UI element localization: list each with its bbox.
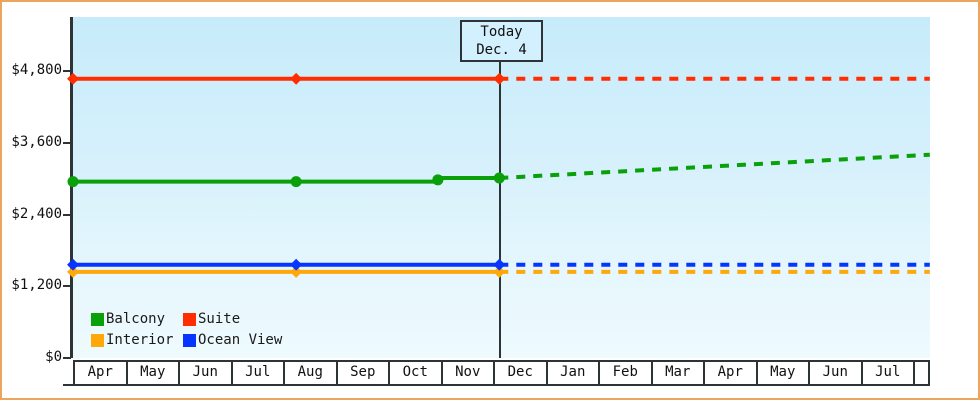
y-tick-label: $4,800 [11, 62, 62, 78]
month-cell-empty [913, 362, 930, 384]
legend-item-balcony: Balcony [91, 311, 183, 327]
month-label: Jun [808, 362, 861, 384]
today-label-line2: Dec. 4 [476, 42, 527, 58]
month-label: May [125, 362, 179, 384]
month-label: Sep [335, 362, 389, 384]
legend-item-interior: Interior [91, 332, 183, 348]
x-axis-months: Apr May Jun Jul Aug Sep Oct Nov Dec Jan Feb Mar Apr M… [73, 360, 930, 386]
month-label: Jan [545, 362, 599, 384]
y-axis-line [70, 17, 73, 358]
today-label-line1: Today [480, 24, 523, 40]
month-label: Aug [283, 362, 336, 384]
y-tick-mark [63, 70, 71, 72]
month-label: Jun [178, 362, 231, 384]
legend: Balcony Suite Interior Ocean View [91, 311, 282, 348]
legend-item-suite: Suite [183, 311, 282, 327]
legend-label: Suite [198, 311, 241, 327]
month-label: Mar [650, 362, 704, 384]
y-tick-label: $0 [45, 349, 62, 365]
interior-swatch-icon [91, 333, 104, 347]
today-label-box: Today Dec. 4 [460, 20, 543, 62]
y-tick-label: $1,200 [11, 277, 62, 294]
month-label: Nov [440, 362, 494, 384]
legend-label: Ocean View [198, 332, 283, 348]
today-vertical-line [499, 59, 501, 358]
y-tick-label: $2,400 [11, 205, 62, 222]
legend-label: Balcony [106, 311, 166, 327]
y-tick-mark [63, 141, 71, 144]
month-label: Dec [493, 362, 546, 384]
month-label: Oct [388, 362, 441, 384]
month-label: Jul [230, 362, 284, 384]
y-tick-mark [63, 213, 71, 216]
balcony-swatch-icon [91, 312, 104, 326]
x-axis-bottom-extension [63, 384, 75, 386]
y-tick-mark [63, 357, 71, 359]
legend-item-ocean-view: Ocean View [183, 332, 282, 348]
plot-area [73, 17, 930, 358]
legend-label: Interior [106, 332, 174, 348]
month-label: Feb [598, 362, 651, 384]
month-label: Apr [703, 362, 756, 384]
month-label: Jul [860, 362, 914, 384]
ocean-view-swatch-icon [183, 333, 196, 347]
suite-swatch-icon [183, 312, 196, 326]
month-label: Apr [73, 362, 126, 384]
month-label: May [755, 362, 809, 384]
y-tick-mark [63, 285, 71, 288]
y-tick-label: $3,600 [11, 133, 62, 150]
